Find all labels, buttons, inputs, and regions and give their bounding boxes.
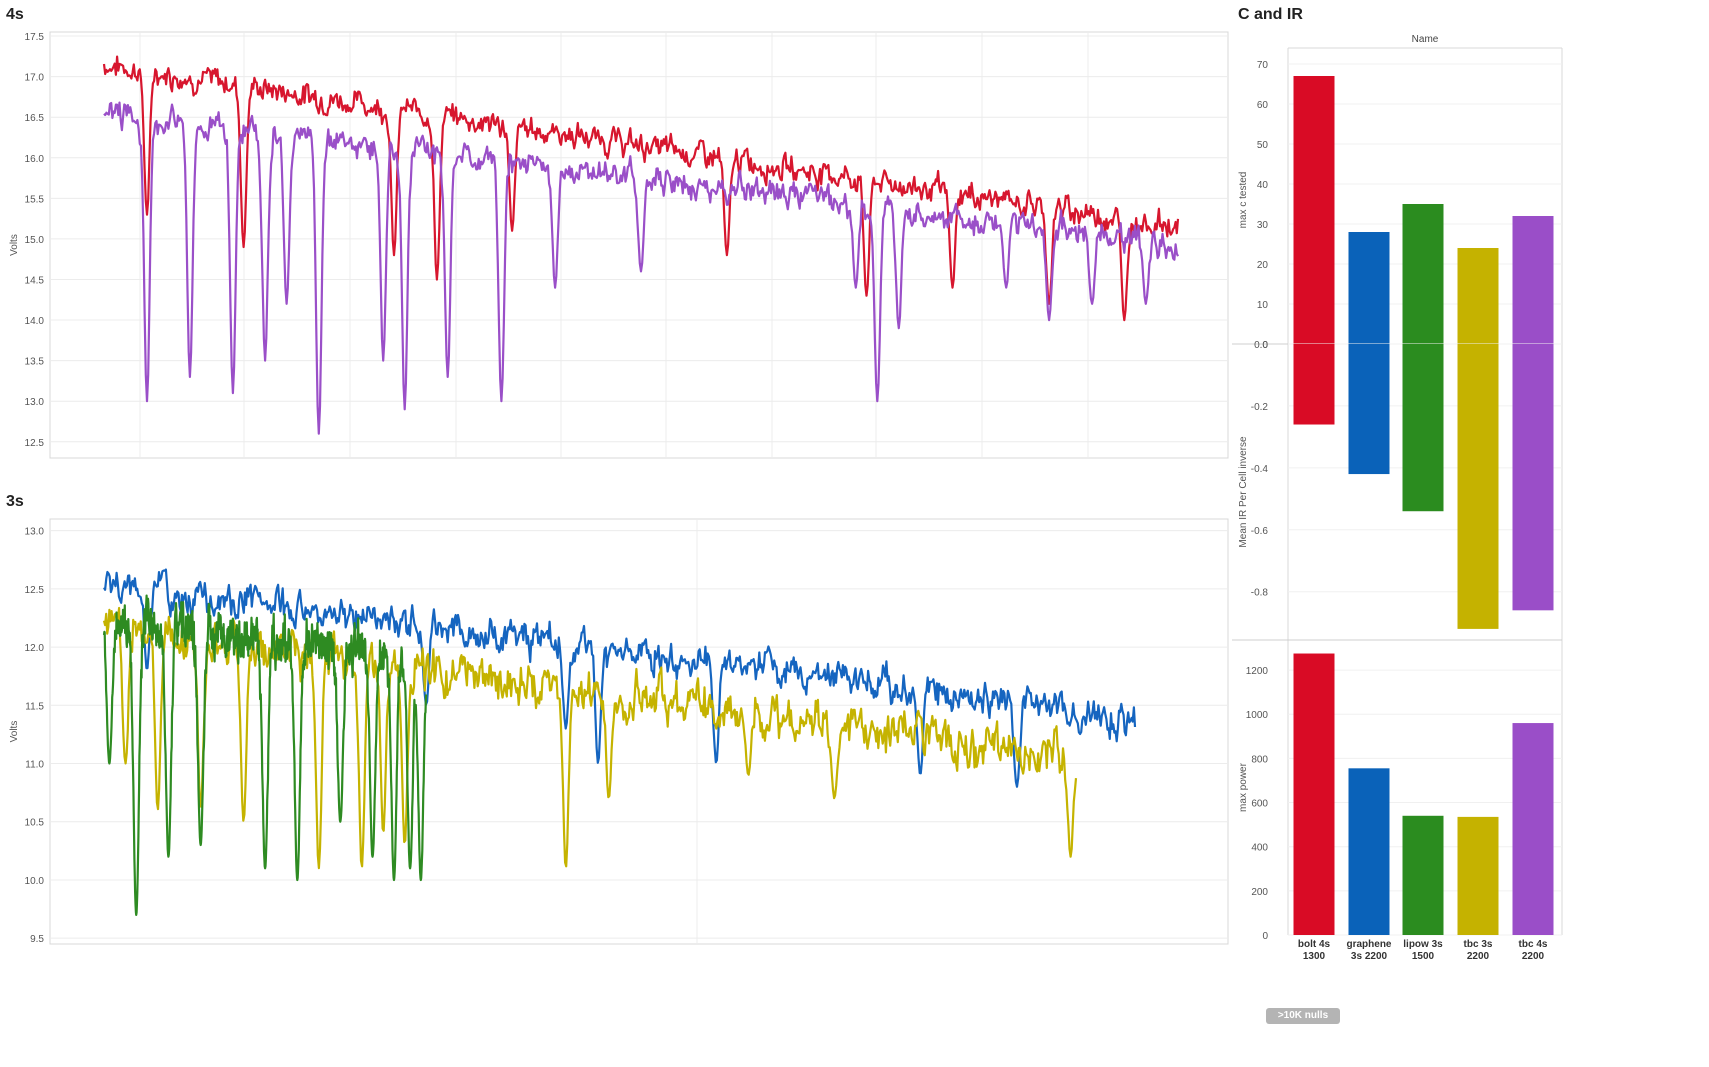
y-tick-label: 200 [1251,887,1268,898]
category-label: tbc 4s [1519,939,1548,950]
bar [1457,248,1499,344]
y-tick-label: 50 [1257,140,1269,151]
y-tick-label: -0.8 [1251,588,1269,599]
category-label: 1300 [1303,951,1326,962]
bar [1457,344,1499,629]
bar [1402,344,1444,512]
chart-title-4s: 4s [6,6,24,23]
y-tick-label: 11.5 [25,701,44,712]
y-tick-label: 16.0 [25,154,45,165]
category-label: 2200 [1522,951,1545,962]
category-label: bolt 4s [1298,939,1331,950]
y-tick-label: 1000 [1246,710,1269,721]
y-tick-label: 0 [1262,340,1268,351]
y-tick-label: 40 [1257,180,1269,191]
category-label: graphene [1346,939,1391,950]
series-line [102,606,1078,870]
y-tick-label: 15.5 [25,194,45,205]
y-tick-label: 12.0 [25,643,45,654]
line-chart-3s: 13.0 12.5 12.0 11.5 11.0 10.5 10.0 9.5 Volts [9,518,1229,945]
y-axis-label: Volts [9,234,20,256]
y-tick-label: -0.2 [1251,402,1269,413]
line-chart-4s: 17.5 17.0 16.5 16.0 15.5 15.0 14.5 14.0 13.5 13.0… [9,31,1229,459]
bar [1293,344,1335,425]
y-tick-label: 60 [1257,100,1269,111]
category-label: 1500 [1412,951,1435,962]
y-tick-label: 20 [1257,260,1269,271]
y-tick-label: 10 [1257,300,1269,311]
series-line [103,101,1179,435]
bar [1348,768,1390,935]
y-axis-label: Mean IR Per Cell inverse [1238,436,1249,548]
y-axis-label: max power [1238,762,1249,812]
y-tick-label: -0.6 [1251,526,1269,537]
y-axis-label: max c tested [1238,172,1249,229]
series-line [102,594,428,916]
y-tick-label: 11.0 [25,760,44,771]
y-tick-label: 16.5 [25,113,45,124]
bar [1348,232,1390,344]
series-line [102,55,1180,322]
y-tick-label: 12.5 [25,585,45,596]
y-tick-label: 14.5 [25,275,45,286]
bar [1512,344,1554,611]
y-tick-label: 30 [1257,220,1269,231]
y-tick-label: 13.0 [25,527,45,538]
chart-title-c-and-ir: C and IR [1238,6,1303,23]
y-tick-label: 9.5 [30,934,44,945]
bar [1293,653,1335,935]
y-tick-label: 12.5 [25,438,45,449]
category-label: 3s 2200 [1351,951,1388,962]
y-tick-label: 10.0 [25,876,45,887]
y-tick-label: 800 [1251,754,1268,765]
bar [1293,76,1335,344]
series-line [103,568,1137,788]
y-tick-label: 10.5 [25,818,45,829]
y-tick-label: 1200 [1246,666,1269,677]
y-tick-label: 17.0 [25,73,45,84]
y-tick-label: 14.0 [25,316,45,327]
bar [1402,204,1444,344]
y-tick-label: 17.5 [25,32,45,43]
y-tick-label: -0.4 [1251,464,1269,475]
category-label: 2200 [1467,951,1490,962]
bar-charts-c-and-ir: Name 70 60 50 40 30 20 10 0 max c tested 0.0 -0.2 -0… [1232,34,1563,962]
bar [1457,816,1499,935]
y-tick-label: 70 [1257,60,1269,71]
y-tick-label: 15.0 [25,235,45,246]
y-tick-label: 13.0 [25,397,45,408]
nulls-badge[interactable]: >10K nulls [1266,1008,1340,1024]
category-label: lipow 3s [1403,939,1443,950]
bar [1402,815,1444,935]
bar [1512,216,1554,344]
category-label: tbc 3s [1464,939,1493,950]
chart-title-3s: 3s [6,493,24,510]
bar [1348,344,1390,475]
y-axis-label: Volts [9,721,20,743]
bars-header-label: Name [1412,34,1439,45]
y-tick-label: 0 [1262,931,1268,942]
y-tick-label: 600 [1251,799,1268,810]
y-tick-label: 0.0 [1254,340,1268,351]
bar [1512,723,1554,935]
y-tick-label: 13.5 [25,357,45,368]
y-tick-label: 400 [1251,843,1268,854]
